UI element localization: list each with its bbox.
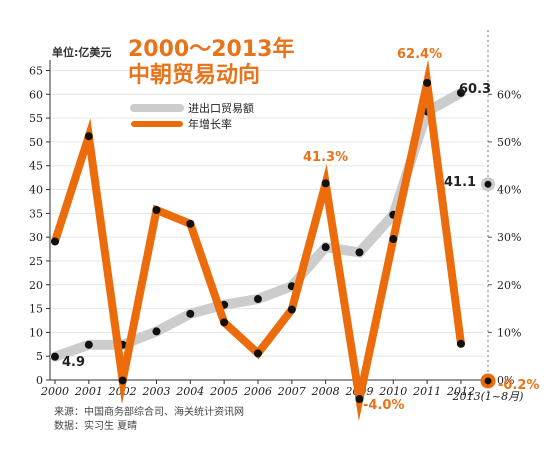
- legend: 进出口贸易额 年增长率: [130, 101, 254, 131]
- left-tick-label-20: 20: [29, 279, 43, 292]
- x-tick-label-2004: 2004: [175, 385, 204, 398]
- right-tick-label-10: 10%: [497, 326, 521, 339]
- point-series-growth-2000: [51, 237, 59, 246]
- x-axis-ticks: 2000 2001 2002 2003 2004 2005 2006 2007 2008 2009…: [40, 380, 523, 403]
- left-tick-label-55: 55: [29, 112, 43, 125]
- annotation-41-1: 41.1: [444, 175, 476, 190]
- point-series-trade-2006: [253, 295, 262, 304]
- point-series-growth-2006: [253, 349, 262, 358]
- x-tick-label-2000: 2000: [40, 385, 69, 398]
- x-tick-label-2005: 2005: [209, 385, 238, 398]
- source-line-1: 来源：中国商务部综合司、海关统计资讯网: [54, 405, 244, 418]
- left-tick-label-25: 25: [29, 255, 43, 268]
- point-series-trade-2001: [84, 340, 93, 349]
- left-tick-label-15: 15: [29, 303, 43, 316]
- left-tick-label-40: 40: [29, 184, 43, 197]
- left-tick-label-50: 50: [29, 136, 43, 149]
- annotation-41-3-percent: 41.3%: [303, 150, 348, 165]
- source-line-2: 数据：实习生 夏晴: [54, 419, 137, 432]
- extra-point-trade: [484, 180, 492, 188]
- point-series-growth-2007: [287, 305, 296, 314]
- point-series-trade-2008: [321, 243, 330, 252]
- x-tick-label-2003: 2003: [141, 385, 170, 398]
- right-axis-ticks: 0% 10% 20% 30% 40% 50% 60%: [488, 88, 521, 387]
- point-series-growth-2009: [355, 395, 364, 404]
- point-series-growth-2010: [389, 235, 398, 244]
- x-tick-label-2008: 2008: [311, 385, 340, 398]
- point-series-trade-2000: [51, 352, 59, 361]
- extra-2013-points: [480, 177, 496, 389]
- right-tick-label-50: 50%: [497, 136, 521, 149]
- series-growth-rate: [51, 59, 465, 422]
- x-tick-label-2010: 2010: [378, 385, 407, 398]
- left-tick-label-0: 0: [36, 374, 43, 387]
- legend-label-growth: 年增长率: [188, 117, 232, 131]
- point-series-growth-2005: [220, 318, 229, 327]
- left-axis-ticks: 0 5 10 15 20 25 30 35 40 45 50 55 60 65: [29, 65, 50, 387]
- point-series-growth-2008: [321, 179, 330, 188]
- left-tick-label-30: 30: [29, 231, 43, 244]
- x-tick-label-2013: 2013(1~8月): [452, 390, 524, 403]
- point-series-growth-2001: [84, 132, 93, 141]
- annotation-60-3: 60.3: [459, 82, 491, 97]
- x-tick-label-2001: 2001: [74, 385, 103, 398]
- x-tick-label-2011: 2011: [412, 385, 441, 398]
- annotation-minus-0-2-percent: -0.2%: [498, 378, 539, 393]
- point-series-growth-2002: [118, 376, 127, 385]
- point-series-growth-2012: [456, 339, 465, 348]
- unit-label: 单位:亿美元: [52, 45, 111, 59]
- left-tick-label-10: 10: [29, 326, 43, 339]
- x-tick-label-2012: 2012: [446, 385, 475, 398]
- right-tick-label-40: 40%: [497, 184, 521, 197]
- right-tick-label-20: 20%: [497, 279, 521, 292]
- point-series-growth-2011: [423, 78, 432, 87]
- extra-point-growth: [484, 377, 492, 385]
- annotation-62-4-percent: 62.4%: [397, 47, 442, 62]
- right-tick-label-30: 30%: [497, 231, 521, 244]
- right-tick-label-60: 60%: [497, 88, 521, 101]
- point-series-growth-2003: [152, 206, 161, 215]
- left-tick-label-60: 60: [29, 88, 43, 101]
- left-tick-label-65: 65: [29, 65, 43, 78]
- left-tick-label-45: 45: [29, 160, 43, 173]
- point-series-trade-2004: [186, 309, 195, 318]
- x-tick-label-2007: 2007: [277, 385, 306, 398]
- annotations: 4.9 60.3 41.1 41.3% 62.4% -4.0% -0.2%: [62, 47, 539, 413]
- legend-label-trade: 进出口贸易额: [188, 101, 254, 115]
- left-tick-label-35: 35: [29, 207, 43, 220]
- point-series-trade-2012: [456, 88, 465, 97]
- x-tick-label-2006: 2006: [243, 385, 272, 398]
- point-series-trade-2003: [152, 327, 161, 336]
- point-series-growth-2004: [186, 219, 195, 228]
- chart-title-line1: 2000～2013年: [128, 36, 294, 62]
- right-tick-label-0: 0%: [497, 374, 514, 387]
- left-tick-label-5: 5: [36, 350, 43, 363]
- annotation-minus-4-percent: -4.0%: [363, 398, 404, 413]
- annotation-4-9: 4.9: [62, 355, 85, 370]
- chart-title-line2: 中朝贸易动向: [128, 62, 260, 88]
- point-series-trade-2009: [355, 248, 364, 257]
